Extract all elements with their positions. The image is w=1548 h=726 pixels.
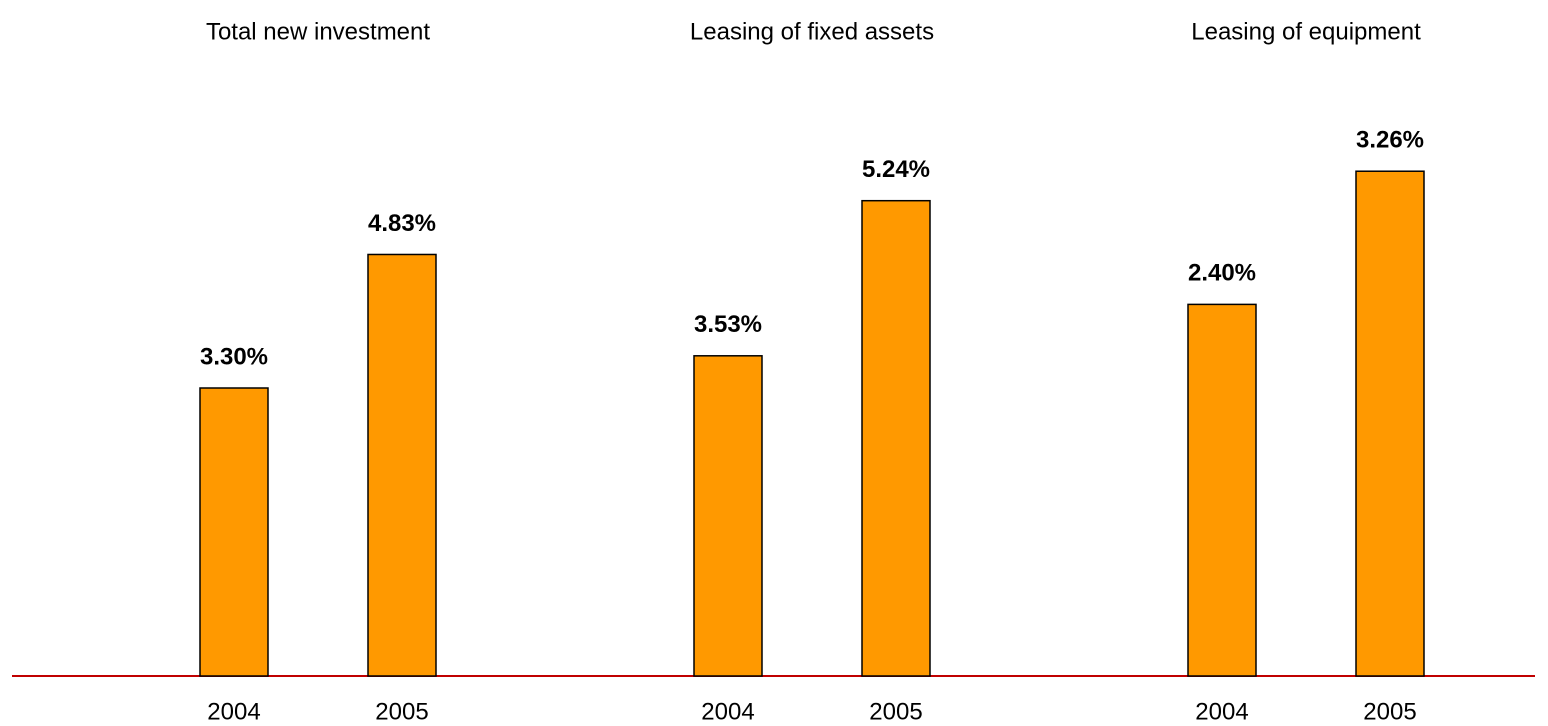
data-label: 3.30% <box>200 343 268 370</box>
x-tick-label: 2005 <box>869 698 922 725</box>
data-label: 3.26% <box>1356 127 1424 154</box>
bar <box>1187 303 1257 677</box>
data-label: 4.83% <box>368 210 436 237</box>
data-label: 5.24% <box>862 156 930 183</box>
data-label: 2.40% <box>1188 260 1256 287</box>
bar <box>1355 170 1425 677</box>
chart-title: Leasing of equipment <box>1191 18 1421 45</box>
chart-title: Leasing of fixed assets <box>690 18 934 45</box>
data-label: 3.53% <box>694 311 762 338</box>
chart-title: Total new investment <box>206 18 430 45</box>
x-tick-label: 2004 <box>1195 698 1248 725</box>
bar <box>693 355 763 677</box>
bar <box>861 199 931 677</box>
x-tick-label: 2005 <box>375 698 428 725</box>
bar <box>367 253 437 677</box>
x-tick-label: 2004 <box>701 698 754 725</box>
x-tick-label: 2005 <box>1363 698 1416 725</box>
bar <box>199 387 269 677</box>
x-tick-label: 2004 <box>207 698 260 725</box>
